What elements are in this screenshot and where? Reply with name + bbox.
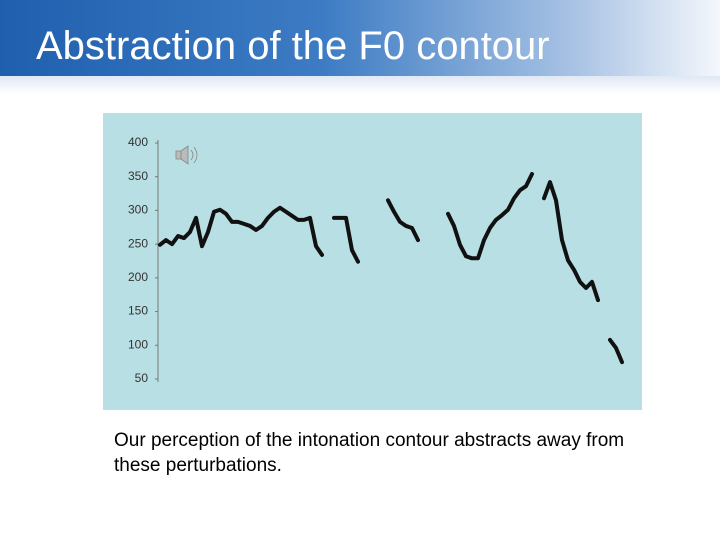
y-tick-label: 250 [128, 236, 148, 250]
y-tick-label: 300 [128, 203, 148, 217]
speaker-icon [175, 145, 198, 165]
y-tick-label: 200 [128, 270, 148, 284]
y-tick-label: 50 [135, 371, 149, 385]
f0-contour [158, 172, 624, 365]
title-bar [0, 0, 720, 76]
title-bar-shade [0, 76, 720, 94]
y-tick-label: 100 [128, 337, 148, 351]
y-tick-label: 400 [128, 135, 148, 149]
y-tick-label: 150 [128, 304, 148, 318]
y-tick-label: 350 [128, 169, 148, 183]
caption: Our perception of the intonation contour… [114, 430, 625, 476]
chart-panel [103, 113, 642, 410]
slide-title: Abstraction of the F0 contour [36, 24, 550, 68]
